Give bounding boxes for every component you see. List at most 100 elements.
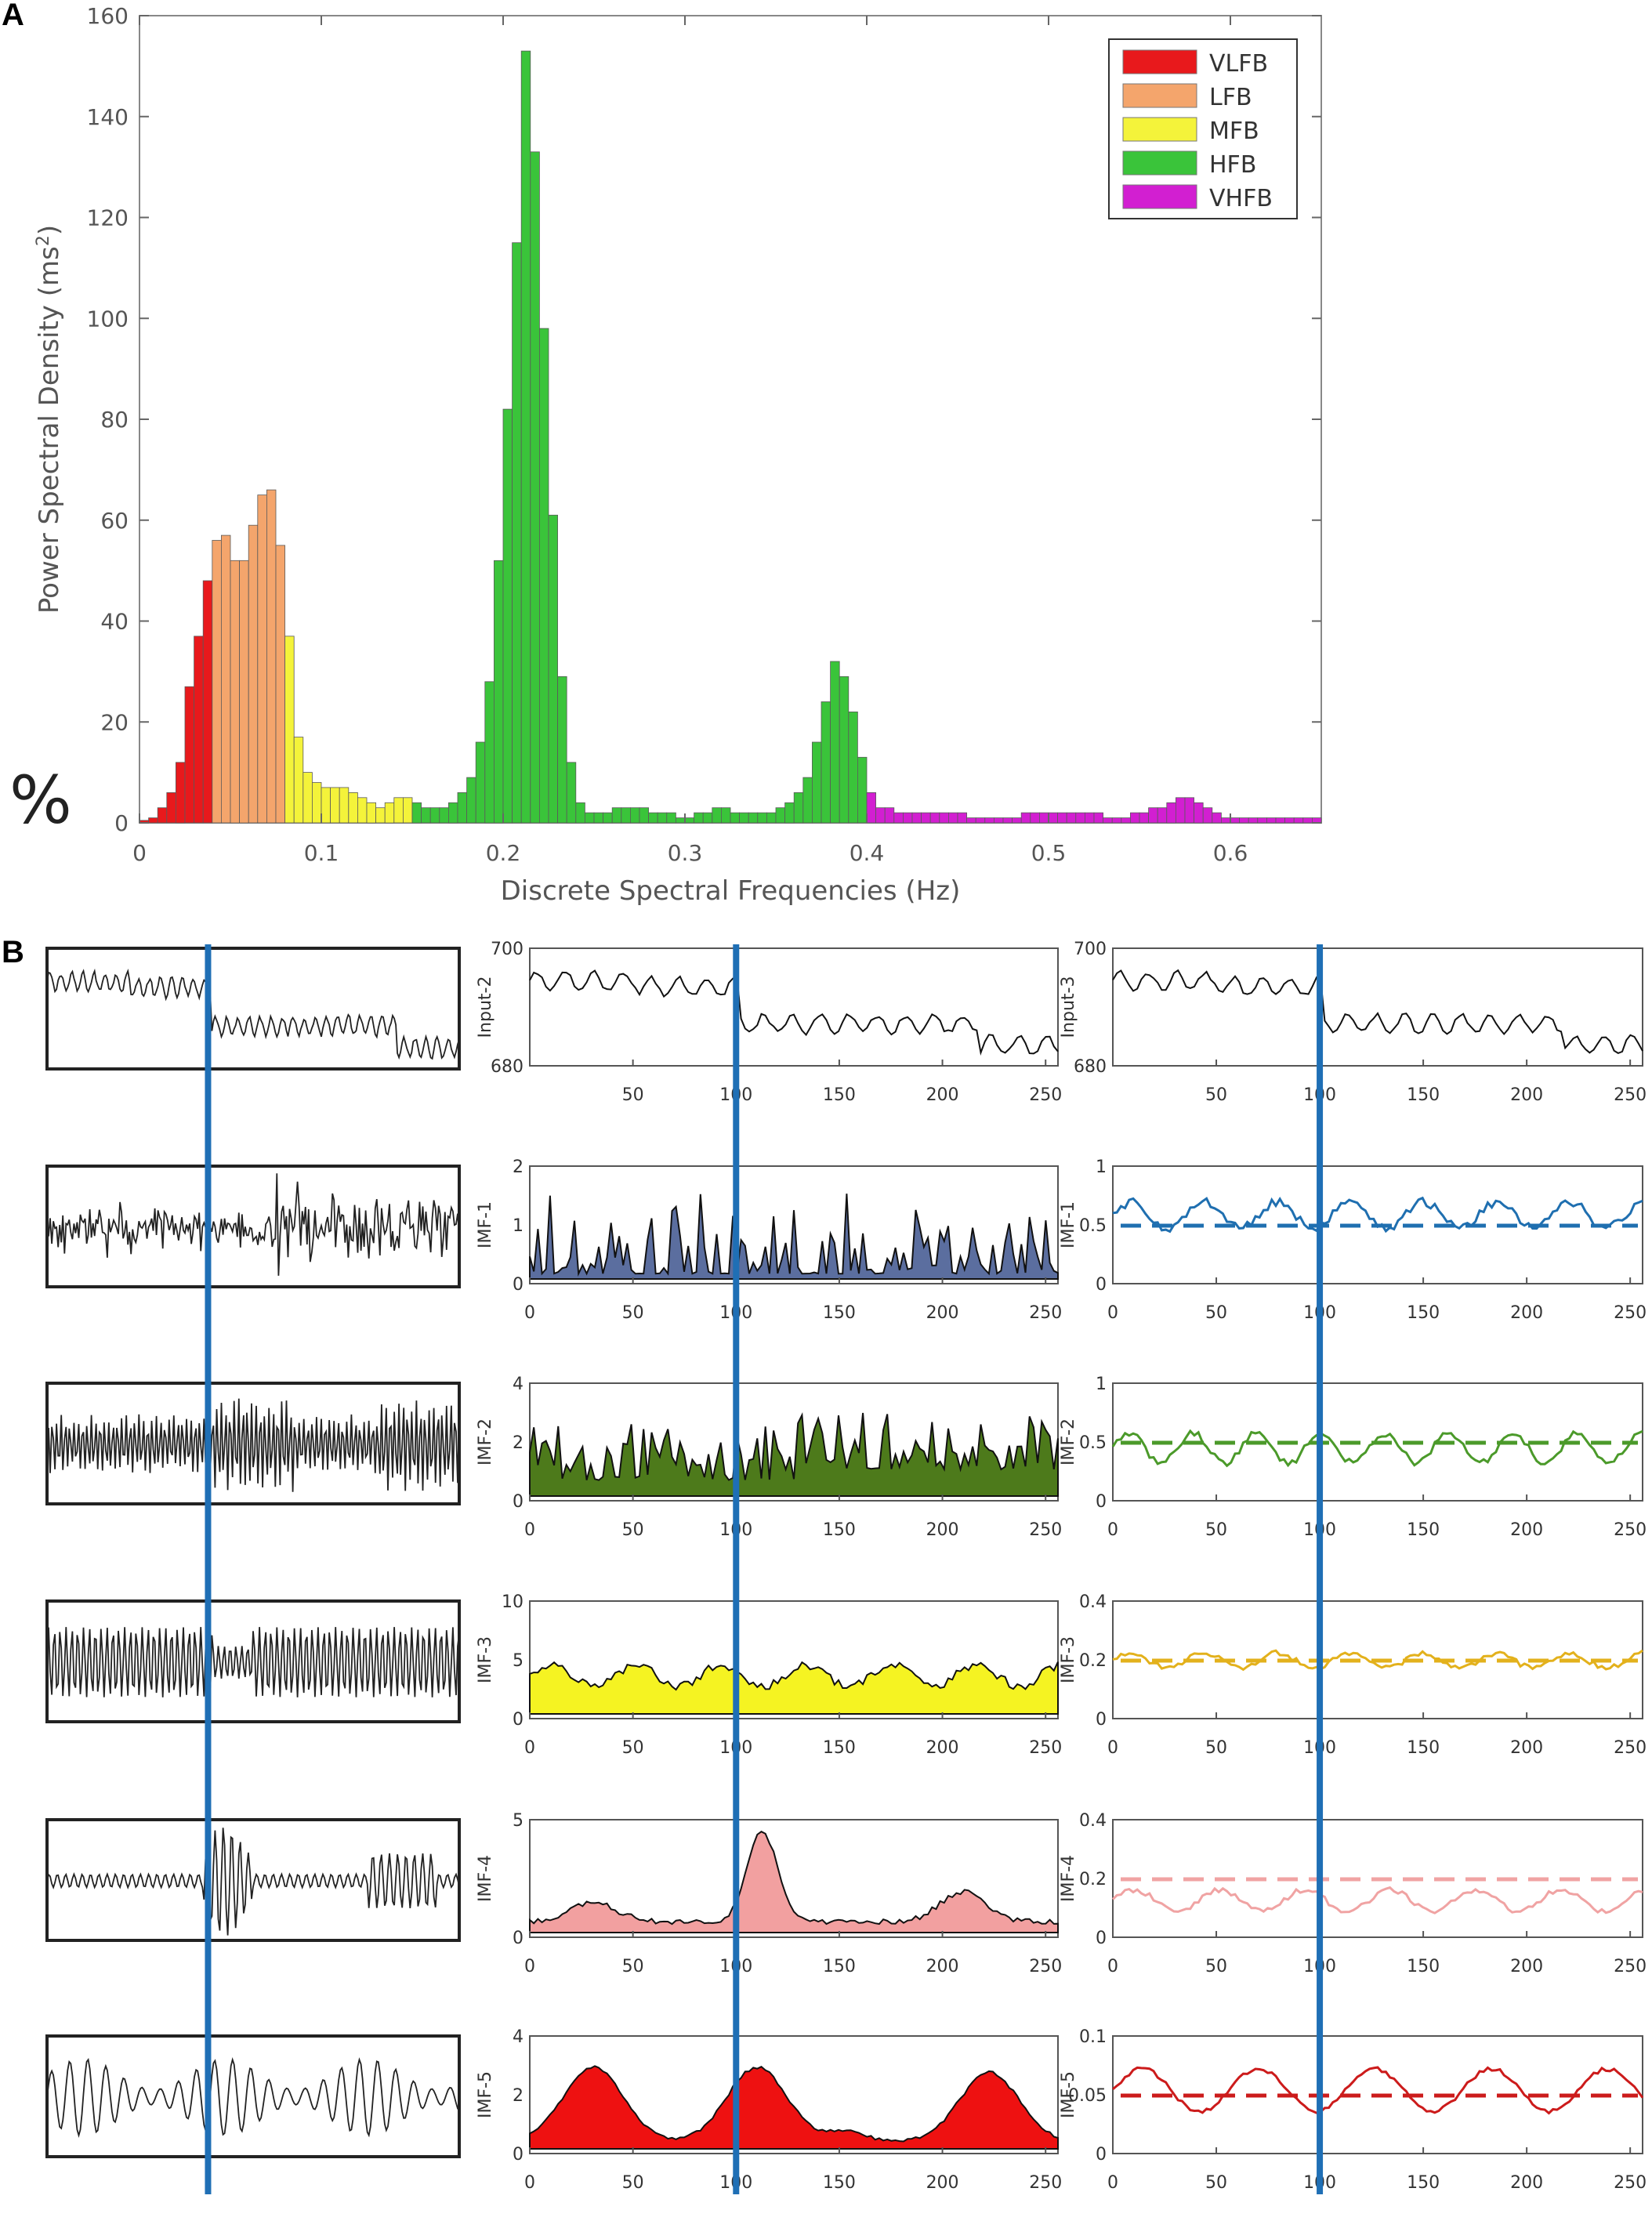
panel-a-bar xyxy=(303,772,313,824)
panel-b-x-tick-label: 0 xyxy=(524,1303,535,1323)
panel-a-y-ticks: 0 20 40 60 80 100 120 140 160 xyxy=(87,3,1321,836)
panel-b-y-tick-label: 1 xyxy=(513,1216,523,1236)
panel-a-bar xyxy=(939,812,949,824)
panel-b-normalized-line xyxy=(1112,1649,1643,1672)
panel-a-bar xyxy=(1103,817,1113,824)
panel-a-legend-swatch xyxy=(1122,150,1197,176)
panel-b-x-tick-label: 200 xyxy=(1510,1085,1543,1105)
panel-b-markers xyxy=(205,944,1324,2194)
panel-a-bar xyxy=(603,812,613,824)
panel-a-bar xyxy=(657,812,668,824)
panel-a-x-ticks: 0 0.1 0.2 0.3 0.4 0.5 0.6 xyxy=(132,16,1248,866)
panel-b-subplot-frame xyxy=(1112,947,1643,1067)
panel-a-chart: 0 0.1 0.2 0.3 0.4 0.5 0.6 0 20 40 60 80 100 120 140 16… xyxy=(9,3,1322,907)
panel-b-y-tick-label: 1 xyxy=(1096,1157,1107,1177)
panel-a-bar xyxy=(494,560,504,824)
panel-a-bar xyxy=(929,812,940,824)
panel-b-y-tick-label: 0 xyxy=(513,1275,523,1295)
panel-a-y-tick-label: 100 xyxy=(87,306,129,331)
panel-a-bar xyxy=(1148,807,1158,824)
panel-b-x-tick-label: 50 xyxy=(622,1303,644,1323)
panel-b-y-tick-label: 0.1 xyxy=(1079,2027,1107,2047)
panel-a-bar xyxy=(1111,817,1122,824)
panel-a-bar xyxy=(530,151,540,824)
panel-b-y-tick-label: 0.5 xyxy=(1079,1433,1107,1453)
panel-a-bar xyxy=(184,686,195,824)
panel-a-bar xyxy=(784,802,795,824)
panel-b-y-tick-label: 5 xyxy=(513,1651,523,1671)
panel-a-bar xyxy=(311,782,322,824)
panel-a-bar xyxy=(875,807,886,824)
panel-b-envelope-area xyxy=(529,1661,1059,1715)
panel-b-subplot: Input-268070050100150200250 xyxy=(476,940,1062,1105)
panel-a-legend-label: HFB xyxy=(1209,151,1256,179)
panel-b-signal-line xyxy=(46,968,460,1060)
panel-a-bar xyxy=(1302,817,1313,824)
panel-a-y-tick-label: 140 xyxy=(87,104,129,130)
panel-a-bar xyxy=(275,545,286,824)
panel-b-subplot: IMF-300.20.4050100150200250 xyxy=(1059,1592,1647,1758)
panel-a-bar xyxy=(339,787,350,824)
panel-b-y-axis-label: IMF-5 xyxy=(1059,2071,1078,2118)
panel-b-subplot xyxy=(45,947,461,1071)
panel-b-y-tick-label: 0.5 xyxy=(1079,1216,1107,1236)
panel-b-signal-line xyxy=(1112,969,1643,1055)
panel-b-y-tick-label: 0.05 xyxy=(1068,2086,1107,2106)
panel-a-bar xyxy=(194,636,204,824)
panel-b-y-axis-label: IMF-3 xyxy=(1059,1636,1078,1683)
panel-b-subplot: IMF-2024050100150200250 xyxy=(476,1375,1062,1540)
panel-b-y-axis-label: IMF-5 xyxy=(476,2071,495,2118)
panel-b-y-tick-label: 0.4 xyxy=(1079,1811,1107,1831)
panel-a-bar xyxy=(1130,812,1140,824)
panel-a-bar xyxy=(1093,812,1104,824)
panel-a-bar xyxy=(421,807,431,824)
panel-a-bar xyxy=(321,787,331,824)
panel-a-bar xyxy=(821,701,831,824)
panel-b-x-tick-label: 250 xyxy=(1029,1085,1062,1105)
panel-a-bar xyxy=(1057,812,1067,824)
panel-b-x-tick-label: 50 xyxy=(622,1957,644,1976)
panel-b-subplot xyxy=(45,2034,461,2158)
panel-b-x-tick-label: 250 xyxy=(1029,1520,1062,1540)
panel-a-bar xyxy=(439,807,449,824)
panel-b-x-tick-label: 200 xyxy=(926,2173,959,2193)
panel-b-subplot: IMF-30510050100150200250 xyxy=(476,1592,1062,1758)
panel-a-bar xyxy=(921,812,931,824)
panel-b-y-tick-label: 0 xyxy=(513,1492,523,1512)
panel-b-y-tick-label: 1 xyxy=(1096,1375,1107,1394)
panel-b-x-tick-label: 200 xyxy=(926,1738,959,1758)
panel-a-bar xyxy=(848,712,858,824)
panel-a-bar xyxy=(1085,812,1095,824)
panel-b-y-tick-label: 0.4 xyxy=(1079,1592,1107,1612)
panel-b-x-tick-label: 0 xyxy=(524,2173,535,2193)
panel-b-y-axis-label: IMF-2 xyxy=(1059,1418,1078,1465)
panel-a-bar xyxy=(948,812,958,824)
panel-a-x-tick-label: 0.2 xyxy=(486,840,521,866)
panel-a-y-tick-label: 120 xyxy=(87,205,129,231)
panel-a-bar xyxy=(1284,817,1295,824)
panel-a-legend-swatch xyxy=(1122,49,1197,74)
panel-a-bars xyxy=(139,50,1322,824)
panel-a-x-tick-label: 0.6 xyxy=(1213,840,1248,866)
panel-b-y-tick-label: 4 xyxy=(513,1375,523,1394)
panel-a-bar xyxy=(730,812,741,824)
panel-a-bar xyxy=(648,812,658,824)
panel-a-bar xyxy=(502,408,513,824)
panel-b-subplot: IMF-200.51050100150200250 xyxy=(1059,1375,1647,1540)
panel-a-bar xyxy=(857,756,868,824)
panel-a-bar xyxy=(994,817,1004,824)
panel-a-bar xyxy=(1275,817,1286,824)
panel-b-x-tick-label: 150 xyxy=(823,1303,856,1323)
panel-b-x-tick-label: 50 xyxy=(1205,2173,1227,2193)
panel-b-subplot xyxy=(45,1818,461,1942)
panel-b-subplot: IMF-500.050.1050100150200250 xyxy=(1059,2027,1647,2193)
panel-b-x-tick-label: 250 xyxy=(1614,2173,1647,2193)
panel-a-legend-swatch xyxy=(1122,83,1197,108)
panel-b-envelope-area xyxy=(529,1194,1059,1280)
panel-a-bar xyxy=(903,812,913,824)
panel-b-y-tick-label: 0.2 xyxy=(1079,1870,1107,1889)
panel-a-bar xyxy=(639,807,650,824)
panel-b-y-axis-label: Input-2 xyxy=(476,976,495,1038)
panel-a-bar xyxy=(957,812,968,824)
panel-b-x-tick-label: 200 xyxy=(926,1085,959,1105)
